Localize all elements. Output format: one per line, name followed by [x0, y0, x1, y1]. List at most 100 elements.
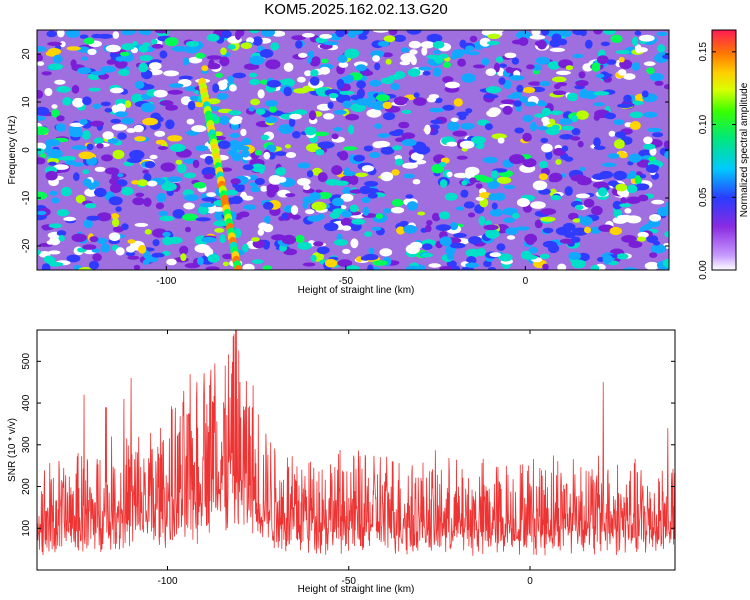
heatmap-cell — [185, 40, 199, 47]
heatmap-cell — [37, 106, 50, 116]
heatmap-cell — [476, 248, 486, 257]
heatmap-cell — [337, 259, 353, 267]
heatmap-cell — [292, 131, 301, 139]
heatmap-cell — [396, 226, 406, 235]
heatmap-cell — [55, 123, 67, 132]
heatmap-cell — [351, 218, 366, 225]
heatmap-cell — [442, 76, 454, 84]
heatmap-cell — [162, 231, 171, 237]
heatmap-cell — [434, 55, 444, 64]
heatmap-cell — [542, 263, 549, 270]
heatmap-cell — [41, 263, 51, 270]
heatmap-cell — [217, 140, 231, 150]
heatmap-cell — [367, 192, 378, 199]
heatmap-cell — [491, 170, 499, 179]
heatmap-cell — [478, 177, 494, 183]
heatmap-cell — [549, 47, 566, 53]
heatmap-cell — [214, 131, 223, 137]
heatmap-cell — [512, 212, 520, 219]
heatmap-cell — [487, 181, 496, 190]
heatmap-cell — [143, 197, 152, 207]
heatmap-cell — [79, 118, 88, 125]
heatmap-cell — [503, 217, 516, 223]
heatmap-cell — [465, 262, 479, 268]
heatmap-cell — [228, 84, 237, 92]
heatmap-cell — [311, 56, 321, 66]
heatmap-cell — [333, 127, 343, 132]
heatmap-cell — [179, 245, 189, 255]
heatmap-cell — [213, 220, 230, 227]
heatmap-cell — [579, 93, 594, 99]
heatmap-cell — [241, 149, 250, 158]
heatmap-cell — [374, 62, 381, 71]
heatmap-cell — [433, 49, 441, 55]
heatmap-cell — [629, 111, 643, 119]
heatmap-cell — [56, 115, 65, 122]
heatmap-cell — [313, 131, 329, 137]
heatmap-cell — [428, 263, 442, 268]
heatmap-cell — [575, 80, 589, 87]
heatmap-cell — [646, 127, 662, 133]
heatmap-cell — [377, 40, 390, 47]
heatmap-cell — [623, 267, 638, 270]
heatmap-cell — [361, 70, 374, 76]
heatmap-cell — [570, 136, 581, 141]
bottom-x-tick-label: 0 — [527, 576, 533, 587]
heatmap-cell — [235, 30, 242, 41]
heatmap-cell — [457, 58, 466, 67]
heatmap-cell — [100, 101, 111, 107]
heatmap-cell — [342, 186, 352, 196]
heatmap-cell — [514, 127, 525, 134]
heatmap-cell — [447, 121, 460, 132]
heatmap-cell — [372, 30, 389, 33]
heatmap-cell — [516, 84, 524, 93]
heatmap-cell — [645, 164, 659, 174]
heatmap-cell — [47, 149, 63, 159]
heatmap-cell — [509, 154, 525, 165]
heatmap-cell — [559, 134, 574, 140]
heatmap-cell — [430, 119, 443, 125]
heatmap-cell — [469, 35, 478, 43]
heatmap-cell — [649, 72, 664, 82]
heatmap-cell — [243, 204, 257, 210]
heatmap-cell — [225, 189, 238, 196]
heatmap-cell — [333, 239, 348, 246]
heatmap-cell — [624, 208, 632, 214]
heatmap-cell — [297, 241, 312, 250]
heatmap-cell — [268, 106, 277, 113]
heatmap-cell — [167, 176, 183, 183]
heatmap-cell — [184, 86, 199, 92]
heatmap-cell — [204, 155, 214, 165]
snr-series-line — [37, 330, 675, 556]
heatmap-cell — [643, 223, 652, 230]
heatmap-cell — [48, 161, 57, 166]
top-x-axis-label: Height of straight line (km) — [298, 285, 415, 296]
heatmap-cell — [159, 100, 174, 107]
colorbar-tick-label: 0.10 — [698, 114, 709, 134]
heatmap-cell — [461, 73, 476, 83]
heatmap-cell — [258, 222, 269, 231]
heatmap-cell — [468, 236, 482, 245]
heatmap-cell — [593, 145, 606, 150]
heatmap-cell — [298, 52, 308, 58]
heatmap-cell — [319, 66, 331, 75]
heatmap-cell — [240, 128, 247, 137]
heatmap-cell — [453, 98, 463, 107]
heatmap-cell — [338, 150, 349, 161]
heatmap-cell — [176, 163, 187, 174]
heatmap-cell — [206, 33, 220, 42]
heatmap-cell — [500, 99, 516, 105]
heatmap-cell — [425, 224, 432, 233]
heatmap-cell — [44, 139, 61, 147]
colorbar-tick-label: 0.15 — [698, 42, 709, 62]
heatmap-cell — [484, 123, 493, 131]
heatmap-streak-cell — [234, 265, 243, 270]
heatmap-cell — [159, 50, 168, 59]
heatmap-cell — [406, 30, 422, 35]
heatmap-cell — [100, 66, 116, 73]
heatmap-cell — [561, 30, 572, 37]
chart-title: KOM5.2025.162.02.13.G20 — [264, 1, 448, 18]
heatmap-cell — [37, 249, 41, 256]
heatmap-cell — [497, 137, 505, 144]
top-y-tick-label: -10 — [21, 190, 32, 205]
